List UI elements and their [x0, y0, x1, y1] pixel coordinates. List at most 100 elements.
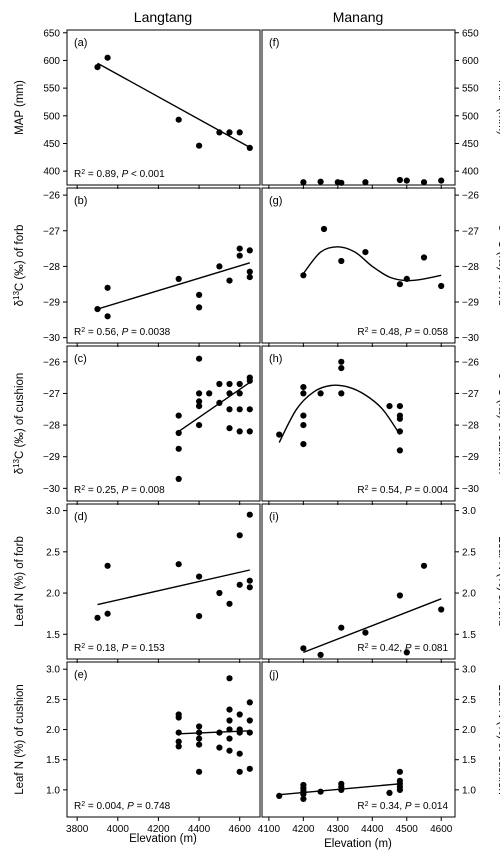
plot-frame	[66, 503, 261, 660]
panel-a: 400 450 500 550 600 650 MAP (mm) (a) R2 = 0.89, …	[14, 28, 261, 189]
data-point	[362, 179, 369, 186]
y-tick-label: 650	[43, 28, 60, 39]
data-point	[236, 750, 243, 757]
y-tick-label: 550	[43, 84, 60, 95]
data-point	[175, 561, 182, 568]
data-point	[396, 403, 403, 410]
y-tick-label: −26	[462, 191, 479, 202]
data-point	[226, 380, 233, 388]
panel-label: (i)	[269, 511, 279, 523]
data-point	[175, 743, 182, 750]
data-point	[246, 511, 253, 518]
data-point	[420, 562, 428, 569]
data-point	[300, 781, 307, 789]
data-point	[246, 577, 253, 584]
data-point	[196, 422, 203, 429]
y-axis-label: δ13C (‰) of forb	[12, 225, 27, 307]
data-point	[94, 64, 101, 71]
data-point	[317, 788, 324, 795]
y-tick-label: 3.0	[46, 665, 60, 676]
data-point	[338, 780, 345, 787]
y-axis-label: δ13C (‰) of cushion	[496, 373, 500, 475]
data-point	[276, 431, 283, 438]
data-point	[338, 624, 345, 631]
x-tick-label: 4000	[107, 824, 130, 835]
data-point	[226, 277, 233, 284]
data-point	[338, 365, 345, 372]
y-axis-label: Leaf N (%) of forb	[14, 536, 26, 627]
y-tick-label: 600	[462, 56, 479, 67]
x-tick-label: 4200	[292, 824, 315, 835]
stat-annotation: R2 = 0.56, P = 0.0038	[74, 327, 171, 339]
y-tick-label: 1.5	[462, 755, 476, 766]
y-tick-label: 3.0	[46, 506, 60, 517]
y-tick-label: −27	[43, 226, 60, 237]
data-point	[104, 54, 111, 61]
plot-frame	[261, 345, 456, 502]
data-point	[338, 179, 345, 186]
data-point	[216, 744, 223, 751]
y-tick-label: 1.5	[46, 755, 60, 766]
plot-frame	[66, 661, 261, 818]
data-point	[300, 412, 307, 419]
data-point	[403, 177, 410, 184]
data-point	[396, 592, 403, 599]
panel-label: (j)	[269, 669, 279, 681]
data-point	[196, 142, 203, 149]
data-point	[226, 747, 233, 754]
data-point	[300, 441, 307, 448]
fit-line	[97, 569, 250, 606]
data-point	[196, 403, 203, 410]
panel-label: (c)	[74, 353, 87, 365]
y-axis-label: Leaf N (%) of cushion	[496, 684, 500, 795]
data-point	[246, 428, 253, 435]
y-tick-label: 450	[462, 139, 479, 150]
data-point	[94, 306, 101, 313]
data-point	[246, 268, 253, 275]
plot-frame	[66, 29, 261, 186]
y-tick-label: 2.0	[462, 589, 476, 600]
y-tick-label: 650	[462, 28, 479, 39]
data-point	[196, 573, 203, 580]
y-tick-label: 400	[462, 167, 479, 178]
y-tick-label: −27	[462, 226, 479, 237]
data-point	[396, 415, 403, 422]
stat-annotation: R2 = 0.89, P < 0.001	[74, 169, 165, 181]
y-tick-label: 1.0	[46, 785, 60, 796]
fit-line	[178, 381, 251, 432]
fit-line	[97, 62, 251, 149]
y-tick-label: −26	[462, 357, 479, 368]
panel-label: (f)	[269, 37, 279, 49]
data-point	[216, 399, 223, 406]
y-tick-label: 1.5	[462, 630, 476, 641]
fit-line	[97, 262, 251, 310]
data-point	[420, 254, 428, 261]
panel-label: (h)	[269, 353, 282, 365]
data-point	[175, 429, 182, 437]
stat-annotation: R2 = 0.34, P = 0.014	[357, 801, 448, 813]
data-point	[175, 711, 182, 718]
y-tick-label: −30	[43, 484, 60, 495]
y-tick-label: 2.5	[462, 695, 476, 706]
y-tick-label: −29	[462, 298, 479, 309]
data-point	[104, 610, 111, 617]
x-tick-label: 4200	[147, 824, 170, 835]
data-point	[300, 272, 307, 279]
fit-line	[278, 384, 401, 443]
data-point	[300, 384, 307, 391]
data-point	[226, 406, 233, 413]
data-point	[236, 428, 243, 435]
data-point	[320, 225, 328, 233]
y-tick-label: 400	[43, 167, 60, 178]
data-point	[246, 765, 253, 772]
panel-e: 1.0 1.5 2.0 2.5 3.0 Leaf N (%) of cushion 3800…	[14, 661, 261, 835]
data-point	[396, 777, 403, 784]
panel-c: −30 −29 −28 −27 −26 δ13C (‰) of cushion (c) R2 …	[12, 345, 261, 505]
y-tick-label: 500	[43, 111, 60, 122]
panel-b: −30 −29 −28 −27 −26 δ13C (‰) of forb (b) R2 = 0…	[12, 187, 261, 347]
y-axis-label: δ13C (‰) of cushion	[12, 373, 27, 475]
y-tick-label: −28	[462, 262, 479, 273]
data-point	[338, 257, 345, 265]
data-point	[196, 613, 203, 620]
data-point	[94, 614, 101, 621]
